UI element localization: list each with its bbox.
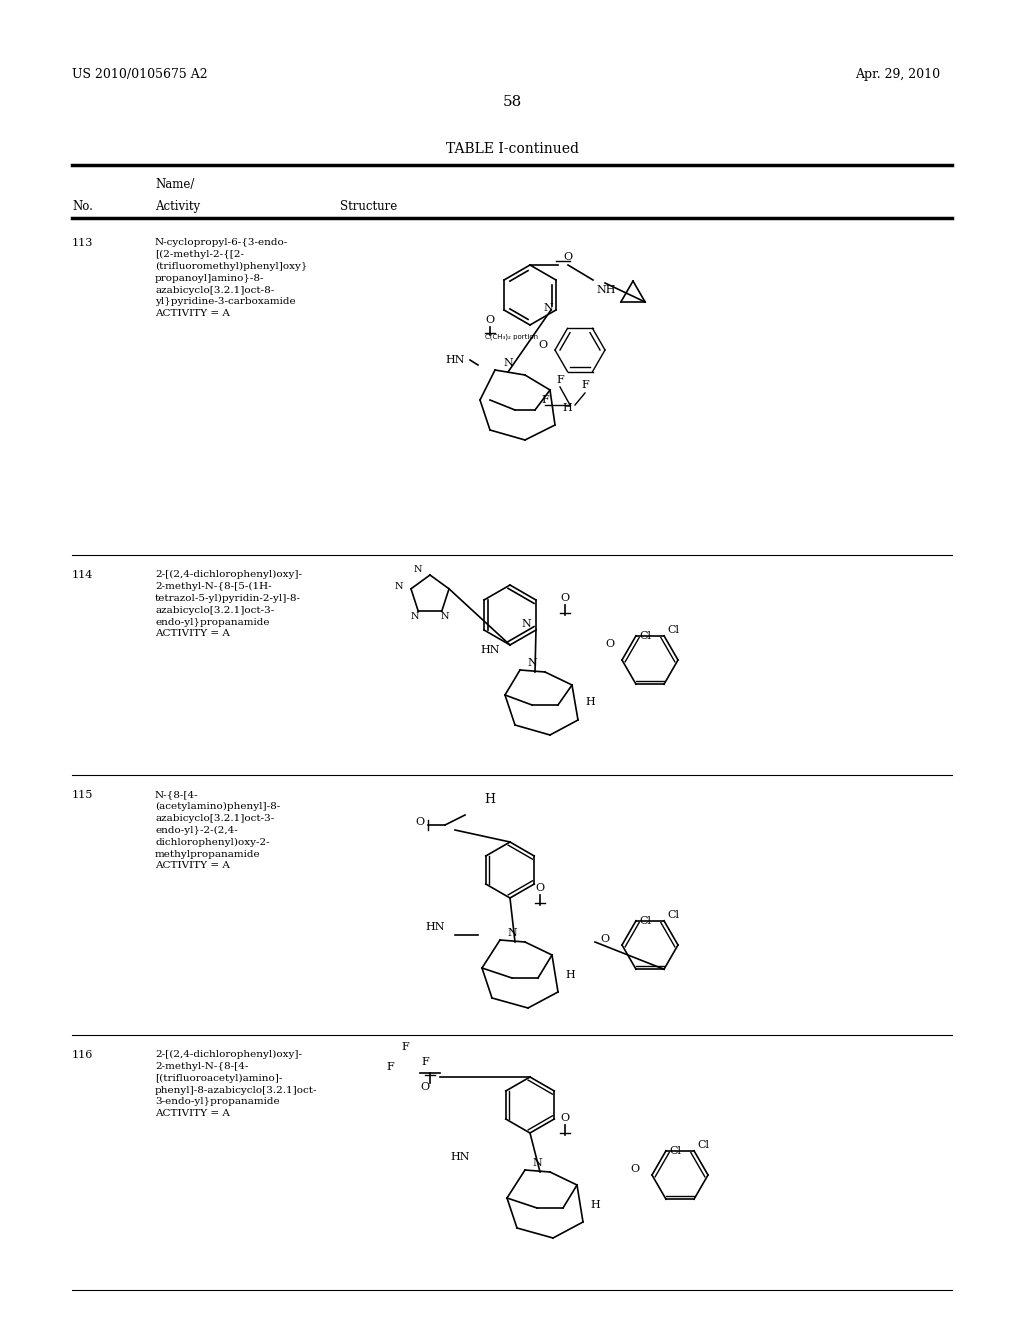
Text: F: F bbox=[421, 1057, 429, 1067]
Text: 58: 58 bbox=[503, 95, 521, 110]
Text: O: O bbox=[536, 883, 545, 894]
Text: N: N bbox=[394, 582, 403, 591]
Text: N: N bbox=[503, 358, 513, 368]
Text: O: O bbox=[421, 1082, 429, 1092]
Text: Cl: Cl bbox=[667, 624, 679, 635]
Text: TABLE I-continued: TABLE I-continued bbox=[445, 143, 579, 156]
Text: US 2010/0105675 A2: US 2010/0105675 A2 bbox=[72, 69, 208, 81]
Text: Cl: Cl bbox=[667, 909, 679, 920]
Text: No.: No. bbox=[72, 201, 93, 213]
Text: O: O bbox=[563, 252, 572, 261]
Text: Cl: Cl bbox=[639, 916, 651, 925]
Text: F: F bbox=[582, 380, 589, 389]
Text: N-{8-[4-
(acetylamino)phenyl]-8-
azabicyclo[3.2.1]oct-3-
endo-yl}-2-(2,4-
dichlo: N-{8-[4- (acetylamino)phenyl]-8- azabicy… bbox=[155, 789, 281, 870]
Text: 2-[(2,4-dichlorophenyl)oxy]-
2-methyl-N-{8-[5-(1H-
tetrazol-5-yl)pyridin-2-yl]-8: 2-[(2,4-dichlorophenyl)oxy]- 2-methyl-N-… bbox=[155, 570, 302, 639]
Text: 113: 113 bbox=[72, 238, 93, 248]
Text: Apr. 29, 2010: Apr. 29, 2010 bbox=[855, 69, 940, 81]
Text: HN: HN bbox=[451, 1152, 470, 1162]
Text: HN: HN bbox=[445, 355, 465, 366]
Text: Name/: Name/ bbox=[155, 178, 195, 191]
Text: F: F bbox=[401, 1041, 409, 1052]
Text: O: O bbox=[600, 935, 609, 944]
Text: N: N bbox=[543, 304, 553, 313]
Text: O: O bbox=[485, 315, 495, 325]
Text: C(CH₃)₂ portion: C(CH₃)₂ portion bbox=[485, 333, 539, 339]
Text: Structure: Structure bbox=[340, 201, 397, 213]
Text: N: N bbox=[521, 619, 531, 630]
Text: Cl: Cl bbox=[669, 1146, 681, 1156]
Text: O: O bbox=[631, 1164, 640, 1173]
Text: NH: NH bbox=[596, 285, 615, 294]
Text: O: O bbox=[416, 817, 425, 828]
Text: H: H bbox=[565, 970, 574, 979]
Text: 2-[(2,4-dichlorophenyl)oxy]-
2-methyl-N-{8-[4-
[(trifluoroacetyl)amino]-
phenyl]: 2-[(2,4-dichlorophenyl)oxy]- 2-methyl-N-… bbox=[155, 1049, 317, 1118]
Text: HN: HN bbox=[480, 645, 500, 655]
Text: O: O bbox=[560, 1113, 569, 1123]
Text: N: N bbox=[414, 565, 422, 574]
Text: H: H bbox=[484, 793, 496, 807]
Text: HN: HN bbox=[426, 921, 445, 932]
Text: O: O bbox=[605, 639, 614, 649]
Text: Cl: Cl bbox=[697, 1139, 709, 1150]
Text: F: F bbox=[556, 375, 564, 385]
Text: Activity: Activity bbox=[155, 201, 200, 213]
Text: N: N bbox=[411, 612, 420, 622]
Text: H: H bbox=[562, 403, 571, 413]
Text: 116: 116 bbox=[72, 1049, 93, 1060]
Text: N: N bbox=[440, 612, 449, 622]
Text: H: H bbox=[585, 697, 595, 708]
Text: O: O bbox=[539, 341, 548, 350]
Text: O: O bbox=[560, 593, 569, 603]
Text: 114: 114 bbox=[72, 570, 93, 579]
Text: Cl: Cl bbox=[639, 631, 651, 640]
Text: F: F bbox=[541, 395, 549, 405]
Text: H: H bbox=[590, 1200, 600, 1210]
Text: N: N bbox=[532, 1158, 542, 1168]
Text: 115: 115 bbox=[72, 789, 93, 800]
Text: N: N bbox=[527, 657, 537, 668]
Text: N: N bbox=[507, 928, 517, 939]
Text: F: F bbox=[386, 1063, 394, 1072]
Text: N-cyclopropyl-6-{3-endo-
[(2-methyl-2-{[2-
(trifluoromethyl)phenyl]oxy}
propanoy: N-cyclopropyl-6-{3-endo- [(2-methyl-2-{[… bbox=[155, 238, 307, 318]
